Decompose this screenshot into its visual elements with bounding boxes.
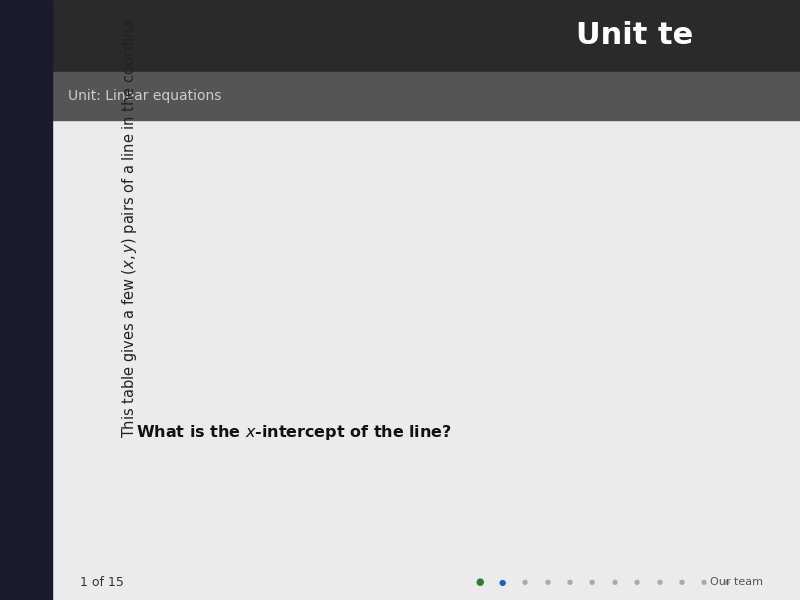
Text: ●: ● (498, 577, 506, 587)
Text: ●: ● (656, 579, 662, 585)
Text: ●: ● (476, 577, 484, 587)
Text: 28: 28 (251, 361, 274, 379)
Text: Our team: Our team (710, 577, 762, 587)
Text: 21: 21 (251, 313, 274, 331)
FancyBboxPatch shape (138, 300, 310, 345)
Text: ●: ● (723, 579, 730, 585)
Text: Unit: Linear equations: Unit: Linear equations (68, 89, 222, 103)
Text: ●: ● (522, 579, 528, 585)
Text: 14: 14 (251, 264, 274, 282)
Text: ●: ● (678, 579, 685, 585)
Text: What is the $x$-intercept of the line?: What is the $x$-intercept of the line? (136, 422, 452, 442)
Text: ●: ● (701, 579, 707, 585)
Text: ●: ● (611, 579, 618, 585)
Text: -2: -2 (174, 313, 193, 331)
Text: -12: -12 (169, 264, 198, 282)
Text: Unit te: Unit te (576, 22, 694, 50)
Text: x: x (178, 223, 189, 241)
Text: |: | (200, 520, 204, 531)
Text: 1 of 15: 1 of 15 (80, 575, 124, 589)
FancyBboxPatch shape (138, 251, 310, 296)
Text: This table gives a few $(x, y)$ pairs of a line in the coordina: This table gives a few $(x, y)$ pairs of… (120, 18, 139, 438)
FancyBboxPatch shape (138, 349, 310, 394)
Text: ●: ● (544, 579, 550, 585)
Text: ●: ● (634, 579, 640, 585)
Text: 8: 8 (178, 361, 190, 379)
Text: ●: ● (566, 579, 573, 585)
Text: ●: ● (589, 579, 595, 585)
Text: y: y (258, 223, 268, 241)
